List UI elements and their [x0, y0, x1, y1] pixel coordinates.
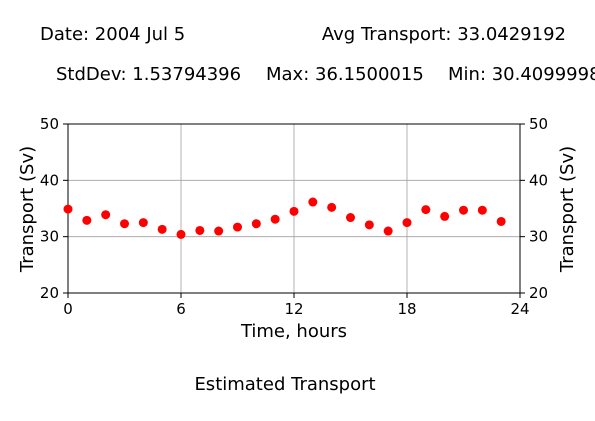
y-tick-label-right: 50: [529, 115, 548, 133]
stddev-label: StdDev: 1.53794396: [56, 64, 242, 85]
data-point: [364, 220, 374, 230]
data-point: [383, 226, 393, 236]
data-point: [138, 218, 148, 228]
data-points: [63, 197, 506, 239]
data-point: [459, 205, 468, 215]
y-tick-label-left: 20: [40, 284, 59, 302]
x-tick-label: 12: [284, 300, 303, 318]
x-axis-label: Time, hours: [240, 321, 347, 342]
data-point: [101, 210, 111, 220]
data-point: [195, 225, 205, 235]
y-tick-label-right: 30: [529, 228, 548, 246]
y-tick-label-left: 50: [40, 115, 59, 133]
x-tick-label: 0: [63, 300, 73, 318]
y-tick-label-right: 40: [529, 171, 548, 189]
data-point: [440, 211, 450, 221]
x-tick-label: 6: [176, 300, 186, 318]
data-point: [251, 219, 261, 229]
data-point: [346, 213, 355, 223]
max-label: Max: 36.1500015: [266, 64, 424, 85]
min-label: Min: 30.4099998: [448, 64, 595, 85]
data-point: [308, 197, 318, 207]
data-point: [233, 222, 242, 232]
x-tick-label: 24: [510, 300, 529, 318]
data-point: [82, 215, 92, 225]
avg-transport-label: Avg Transport: 33.0429192: [321, 24, 566, 45]
chart-caption: Estimated Transport: [194, 374, 376, 395]
data-point: [327, 202, 337, 212]
data-point: [270, 214, 280, 224]
y-tick-label-left: 40: [40, 171, 59, 189]
x-tick-label: 18: [397, 300, 416, 318]
y-axis-label-right: Transport (Sv): [557, 146, 578, 273]
y-tick-label-right: 20: [529, 284, 548, 302]
data-point: [402, 218, 412, 228]
data-point: [120, 219, 129, 229]
data-point: [214, 226, 224, 236]
data-point: [157, 224, 167, 234]
date-label: Date: 2004 Jul 5: [40, 24, 186, 45]
data-point: [63, 204, 73, 214]
data-point: [496, 216, 506, 226]
data-point: [176, 229, 186, 239]
data-point: [477, 205, 487, 215]
y-tick-label-left: 30: [40, 228, 59, 246]
data-point: [289, 206, 299, 216]
y-axis-label-left: Transport (Sv): [17, 146, 38, 273]
data-point: [421, 205, 431, 215]
